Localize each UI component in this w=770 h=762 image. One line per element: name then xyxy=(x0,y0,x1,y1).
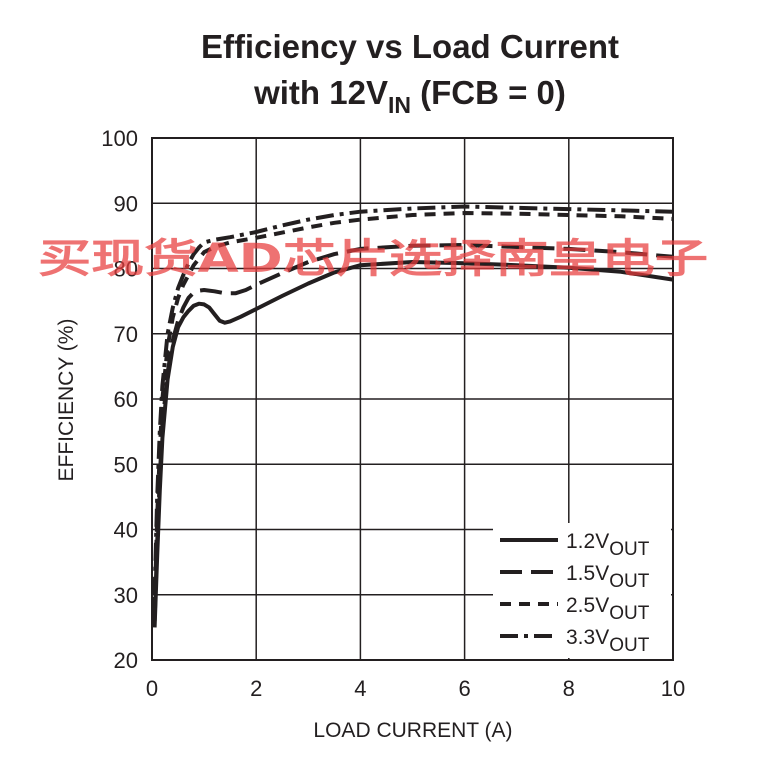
x-tick-label-4: 8 xyxy=(563,676,575,701)
chart-title-line2: with 12VIN (FCB = 0) xyxy=(253,74,566,118)
watermark-text: 买现货AD芯片选择南皇电子 xyxy=(38,236,708,282)
y-tick-label-3: 50 xyxy=(114,452,138,477)
y-tick-label-4: 60 xyxy=(114,387,138,412)
legend-label-1: 1.5VOUT xyxy=(566,562,650,592)
y-tick-label-2: 40 xyxy=(114,518,138,543)
x-tick-label-2: 4 xyxy=(354,676,366,701)
x-tick-label-3: 6 xyxy=(458,676,470,701)
chart-title-line1: Efficiency vs Load Current xyxy=(201,28,619,65)
y-tick-labels: 20 30 40 50 60 70 80 90 100 xyxy=(101,126,138,673)
y-tick-label-8: 100 xyxy=(101,126,138,151)
x-axis-label: LOAD CURRENT (A) xyxy=(313,719,512,742)
y-tick-label-6: 80 xyxy=(114,257,138,282)
x-tick-labels: 0 2 4 6 8 10 xyxy=(146,676,685,701)
x-tick-label-1: 2 xyxy=(250,676,262,701)
legend-label-0: 1.2VOUT xyxy=(566,530,650,560)
legend-label-3: 3.3VOUT xyxy=(566,626,650,656)
plot-frame xyxy=(151,137,674,661)
y-tick-label-7: 90 xyxy=(114,191,138,216)
series-lines xyxy=(152,204,674,628)
x-tick-label-0: 0 xyxy=(146,676,158,701)
series-line-1 xyxy=(152,243,674,621)
series-line-3 xyxy=(152,204,674,595)
y-tick-label-1: 30 xyxy=(114,583,138,608)
series-line-2 xyxy=(152,211,674,608)
y-tick-label-5: 70 xyxy=(114,322,138,347)
legend-background xyxy=(493,523,671,658)
legend-label-2: 2.5VOUT xyxy=(566,594,650,624)
x-tick-label-5: 10 xyxy=(661,676,685,701)
y-tick-label-0: 20 xyxy=(114,648,138,673)
y-axis-label: EFFICIENCY (%) xyxy=(55,319,78,482)
